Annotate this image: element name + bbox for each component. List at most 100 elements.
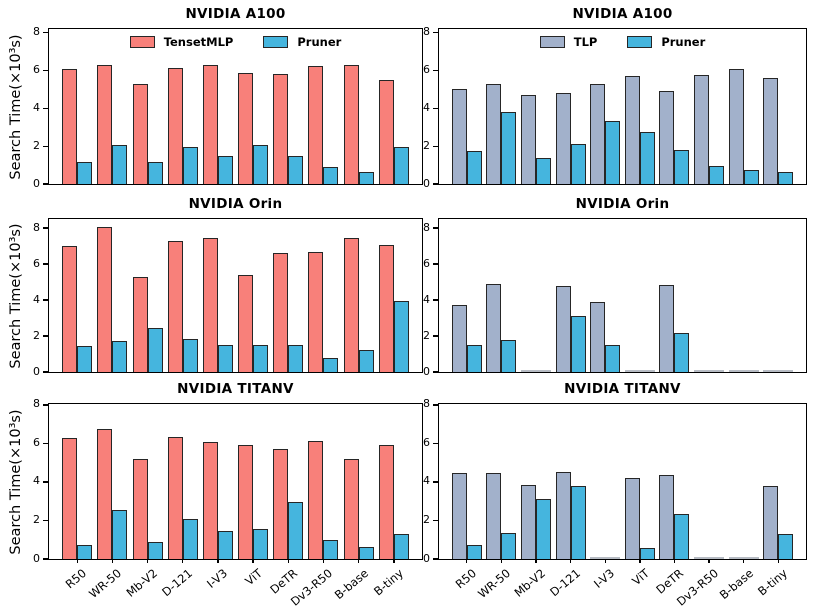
tensetmlp-bar xyxy=(273,449,289,559)
y-tick-label: 0 xyxy=(423,551,430,565)
y-tick-mark xyxy=(432,32,438,34)
pruner-bar xyxy=(743,170,759,184)
pruner-bar xyxy=(639,131,655,184)
tensetmlp-bar xyxy=(62,437,78,559)
pruner-bar xyxy=(323,167,339,184)
tlp-bar xyxy=(763,78,779,184)
y-tick-mark xyxy=(432,404,438,406)
pruner-swatch-icon xyxy=(263,36,289,48)
tensetmlp-bar xyxy=(308,65,324,184)
y-tick-mark xyxy=(432,227,438,229)
x-tick-mark xyxy=(111,559,114,563)
tlp-bar xyxy=(486,83,502,184)
y-tick-label: 4 xyxy=(423,100,430,114)
pruner-bar xyxy=(570,316,586,372)
tensetmlp-bar xyxy=(378,445,394,559)
pruner-zero-dash xyxy=(778,370,794,372)
plot-area: 0 2 4 6 8 xyxy=(33,218,423,378)
y-tick-mark xyxy=(42,227,48,229)
y-tick-label: 0 xyxy=(423,364,430,378)
pruner-bar xyxy=(323,540,339,559)
tensetmlp-bar xyxy=(308,440,324,559)
y-tick-mark xyxy=(432,481,438,483)
y-tick-label: 4 xyxy=(33,292,40,306)
pruner-bar xyxy=(182,146,198,184)
x-tick-mark xyxy=(146,559,149,563)
tlp-bar xyxy=(590,83,606,184)
tensetmlp-bar xyxy=(378,244,394,372)
y-tick-label: 0 xyxy=(33,176,40,190)
x-tick-mark xyxy=(777,559,779,563)
pruner-bar xyxy=(323,357,339,372)
x-tick-mark xyxy=(743,559,745,563)
x-tick-mark xyxy=(76,559,78,563)
pruner-bar xyxy=(182,339,198,372)
tensetmlp-bar xyxy=(308,251,324,372)
pruner-bar xyxy=(112,341,128,372)
tlp-bar xyxy=(520,485,536,559)
y-tick-mark xyxy=(432,69,438,72)
pruner-bar xyxy=(182,519,198,559)
tlp-bar xyxy=(624,477,640,559)
x-tick-mark xyxy=(217,559,219,563)
y-tick-mark xyxy=(42,32,48,34)
y-tick-mark xyxy=(42,404,48,406)
y-tick-label: 6 xyxy=(423,63,430,77)
tensetmlp-bar xyxy=(97,65,113,184)
y-tick-label: 2 xyxy=(423,512,430,526)
x-tick-mark xyxy=(500,559,503,563)
pruner-bar xyxy=(112,509,128,559)
pruner-bar xyxy=(77,161,93,184)
pruner-bar xyxy=(253,344,269,372)
chart-title: NVIDIA A100 xyxy=(572,6,673,22)
tensetmlp-bar xyxy=(378,79,394,184)
y-tick-mark xyxy=(42,69,48,72)
y-tick-label: 6 xyxy=(423,435,430,449)
tensetmlp-bar xyxy=(273,252,289,372)
pruner-bar xyxy=(674,513,690,559)
y-tick-mark xyxy=(432,145,438,147)
pruner-bar xyxy=(77,544,93,559)
y-tick-label: 4 xyxy=(33,100,40,114)
tlp-bar xyxy=(520,94,536,184)
chart-orin-tlp: NVIDIA Orin 0 2 4 6 8 xyxy=(423,196,807,378)
y-tick-label: 0 xyxy=(33,551,40,565)
y-tick-label: 2 xyxy=(33,328,40,342)
y-tick-label: 2 xyxy=(423,328,430,342)
pruner-bar xyxy=(605,344,621,372)
pruner-bar xyxy=(253,144,269,184)
tensetmlp-bar xyxy=(238,72,254,184)
pruner-bar xyxy=(288,156,304,184)
y-tick-mark xyxy=(42,145,48,147)
legend-item-pruner: Pruner xyxy=(627,35,705,49)
tensetmlp-bar xyxy=(62,246,78,372)
tensetmlp-bar xyxy=(238,445,254,559)
x-tick-mark xyxy=(673,559,676,563)
x-tick-mark xyxy=(322,559,325,563)
tlp-zero-dash xyxy=(728,557,744,559)
y-tick-label: 8 xyxy=(33,220,40,234)
y-tick-mark xyxy=(432,558,438,560)
pruner-bar xyxy=(466,151,482,184)
tensetmlp-bar xyxy=(97,226,113,372)
tlp-bar xyxy=(486,472,502,559)
legend-label: Pruner xyxy=(297,35,342,49)
tlp-zero-dash xyxy=(624,370,640,372)
tensetmlp-bar xyxy=(343,65,359,184)
chart-title: NVIDIA TITANV xyxy=(177,381,294,397)
legend-item-tlp: TLP xyxy=(539,35,597,49)
chart-title: NVIDIA Orin xyxy=(575,196,670,212)
pruner-zero-dash xyxy=(605,557,621,559)
tensetmlp-bar xyxy=(132,83,148,184)
pruner-bar xyxy=(570,144,586,184)
pruner-zero-dash xyxy=(639,370,655,372)
tlp-zero-dash xyxy=(590,557,606,559)
y-tick-label: 4 xyxy=(423,292,430,306)
x-tick-mark xyxy=(639,559,641,563)
pruner-bar xyxy=(466,544,482,559)
chart-titanv-tlp: NVIDIA TITANV 0 2 4 6 8 R50 WR-50 Mb-V2 D-121 I-V… xyxy=(423,381,807,609)
pruner-bar xyxy=(709,166,725,184)
y-tick-mark xyxy=(42,299,48,301)
x-tick-mark xyxy=(466,559,468,563)
